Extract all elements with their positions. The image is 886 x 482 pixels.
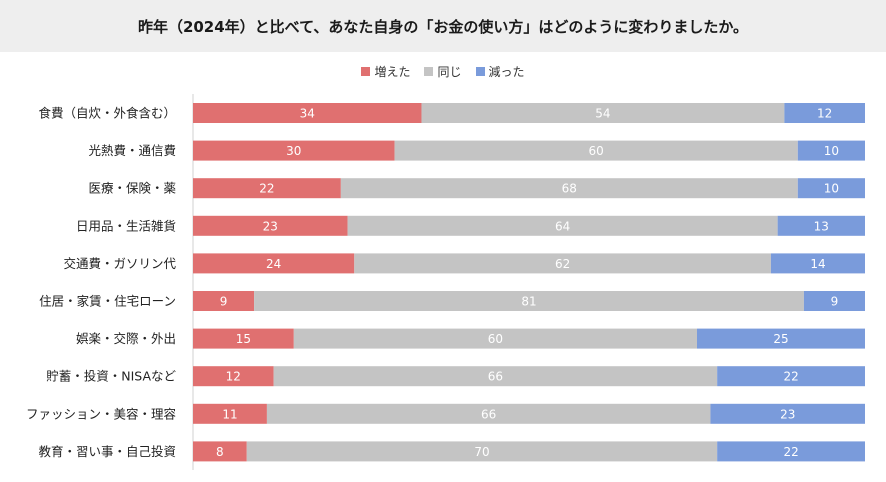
- bar-segment-increased: [193, 291, 255, 311]
- category-label: 医療・保険・薬: [88, 181, 176, 196]
- bar-segment-decreased: [777, 215, 865, 236]
- bar-segment-decreased: [797, 140, 865, 161]
- data-label-same: 66: [488, 370, 503, 384]
- data-label-increased: 24: [266, 257, 281, 271]
- data-label-increased: 9: [220, 295, 228, 309]
- bar-segment-same: [354, 253, 771, 274]
- bar-segment-increased: [193, 441, 247, 462]
- data-label-decreased: 23: [780, 407, 795, 421]
- bar-segment-increased: [193, 328, 294, 349]
- data-label-decreased: 13: [814, 219, 829, 233]
- bar-segment-decreased: [697, 328, 865, 349]
- data-label-same: 81: [521, 295, 536, 309]
- data-label-increased: 8: [216, 445, 224, 459]
- bar-segment-same: [266, 403, 711, 424]
- bar-segment-increased: [193, 366, 274, 387]
- category-label: 娯楽・交際・外出: [76, 331, 176, 346]
- bar-segment-decreased: [770, 253, 865, 274]
- data-label-decreased: 10: [824, 182, 839, 196]
- bar-segment-increased: [193, 215, 348, 236]
- data-label-increased: 12: [226, 370, 241, 384]
- data-label-same: 60: [488, 332, 503, 346]
- bar-segment-decreased: [803, 291, 865, 311]
- bar-segment-same: [394, 140, 798, 161]
- bar-segment-same: [421, 103, 785, 123]
- bar-segment-decreased: [717, 441, 865, 462]
- bar-segment-increased: [193, 103, 422, 123]
- legend-item-increased: 増えた: [361, 63, 410, 80]
- bar-segment-increased: [193, 403, 267, 424]
- data-label-same: 64: [555, 219, 570, 233]
- category-label: 交通費・ガソリン代: [63, 256, 176, 271]
- bar-segment-same: [254, 291, 804, 311]
- legend-label-increased: 増えた: [374, 64, 411, 79]
- data-label-same: 66: [481, 407, 496, 421]
- data-label-increased: 22: [259, 182, 274, 196]
- data-label-decreased: 9: [831, 295, 839, 309]
- data-label-decreased: 12: [817, 107, 832, 121]
- data-label-decreased: 22: [783, 370, 798, 384]
- chart-title: 昨年（2024年）と比べて、あなた自身の「お金の使い方」はどのように変わりました…: [137, 17, 749, 36]
- data-label-increased: 23: [263, 219, 278, 233]
- category-label: 住居・家賃・住宅ローン: [39, 294, 176, 309]
- bar-segment-same: [347, 215, 778, 236]
- bar-segment-decreased: [717, 366, 865, 387]
- data-label-same: 70: [474, 445, 489, 459]
- data-label-increased: 34: [300, 107, 315, 121]
- data-label-increased: 11: [222, 407, 237, 421]
- data-label-same: 54: [595, 107, 610, 121]
- bar-segment-decreased: [797, 178, 865, 199]
- category-label: 食費（自炊・外食含む）: [38, 106, 176, 121]
- legend-swatch-increased: [361, 66, 371, 76]
- bar-segment-decreased: [710, 403, 865, 424]
- legend-item-same: 同じ: [424, 63, 462, 80]
- legend-label-decreased: 減った: [488, 64, 525, 79]
- legend-label-same: 同じ: [437, 64, 462, 79]
- bar-segment-increased: [193, 253, 355, 274]
- bar-segment-decreased: [784, 103, 865, 123]
- bar-segment-same: [246, 441, 718, 462]
- data-label-same: 68: [562, 182, 577, 196]
- bar-segment-same: [293, 328, 697, 349]
- legend-item-decreased: 減った: [475, 63, 525, 80]
- category-label: 日用品・生活雑貨: [76, 218, 176, 233]
- category-label: ファッション・美容・理容: [26, 406, 176, 421]
- data-label-same: 62: [555, 257, 570, 271]
- bar-segment-same: [340, 178, 798, 199]
- bar-segment-increased: [193, 140, 395, 161]
- data-label-same: 60: [589, 144, 604, 158]
- data-label-increased: 15: [236, 332, 251, 346]
- category-label: 貯蓄・投資・NISAなど: [46, 369, 176, 384]
- category-label: 光熱費・通信費: [88, 143, 176, 158]
- data-label-increased: 30: [286, 144, 301, 158]
- data-label-decreased: 14: [810, 257, 825, 271]
- title-band: 昨年（2024年）と比べて、あなた自身の「お金の使い方」はどのように変わりました…: [0, 0, 886, 52]
- data-label-decreased: 10: [824, 144, 839, 158]
- legend-swatch-decreased: [475, 66, 485, 76]
- legend: 増えた 同じ 減った: [0, 62, 886, 80]
- bar-segment-same: [273, 366, 718, 387]
- bar-segment-increased: [193, 178, 341, 199]
- legend-swatch-same: [424, 66, 434, 76]
- data-label-decreased: 25: [773, 332, 788, 346]
- category-label: 教育・習い事・自己投資: [38, 444, 176, 459]
- data-label-decreased: 22: [783, 445, 798, 459]
